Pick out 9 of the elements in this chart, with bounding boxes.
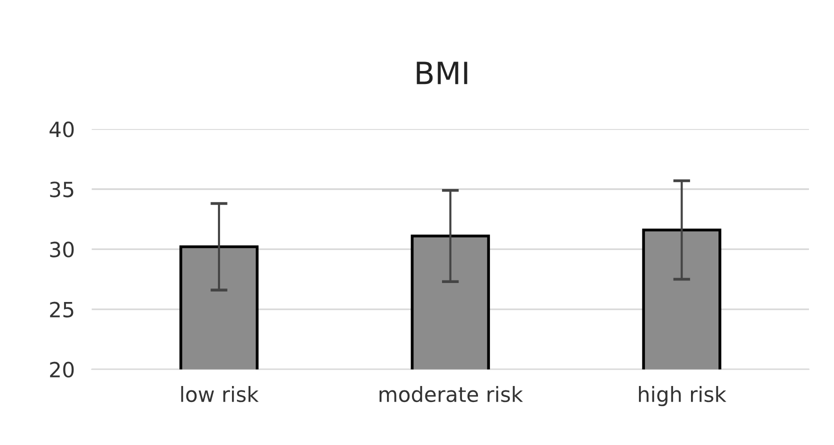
x-tick-label: moderate risk: [380, 386, 523, 402]
y-tick-label: 20: [50, 362, 74, 378]
y-tick-label: 40: [50, 122, 74, 138]
y-tick-label: 35: [50, 182, 74, 198]
x-tick-label: high risk: [638, 386, 726, 406]
chart-title: BMI: [416, 62, 468, 84]
y-tick-label: 25: [50, 302, 74, 318]
x-tick-label: low risk: [181, 386, 259, 402]
y-tick-label: 30: [50, 242, 74, 258]
